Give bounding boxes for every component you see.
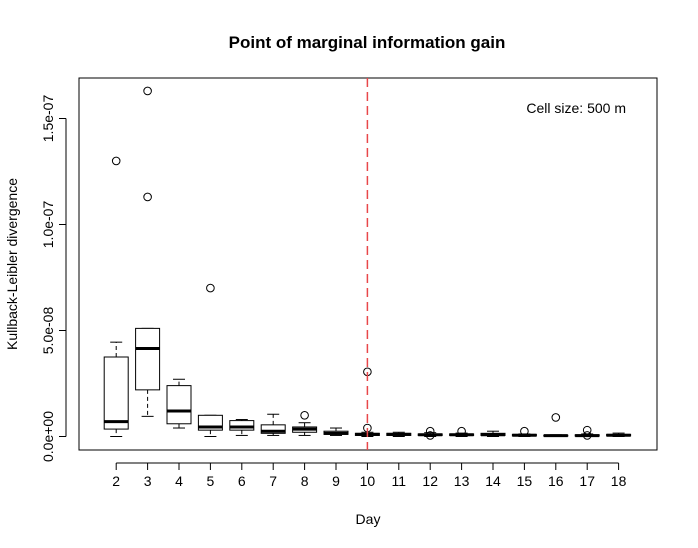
box-day-17 <box>574 425 600 440</box>
box-iqr <box>103 356 129 430</box>
x-tick-label: 2 <box>112 473 120 489</box>
outlier-point <box>300 411 309 420</box>
chart-title: Point of marginal information gain <box>229 33 506 52</box>
box-iqr <box>229 420 255 431</box>
y-tick-label: 5.0e-08 <box>40 307 56 355</box>
x-tick-label: 12 <box>422 473 438 489</box>
box-day-8 <box>292 411 318 436</box>
box-day-18 <box>606 432 632 437</box>
cell-size-annotation: Cell size: 500 m <box>526 100 626 116</box>
outlier-point <box>551 413 561 422</box>
box-day-14 <box>480 430 506 437</box>
outlier-point <box>457 426 466 436</box>
x-tick-label: 6 <box>238 473 246 489</box>
y-tick-label: 1.0e-07 <box>40 201 56 249</box>
x-tick-label: 3 <box>144 473 152 489</box>
x-tick-label: 5 <box>207 473 215 489</box>
box-day-3 <box>135 86 161 417</box>
x-tick-label: 4 <box>175 473 183 489</box>
x-tick-label: 8 <box>301 473 309 489</box>
box-day-5 <box>197 283 223 437</box>
outlier-point <box>582 425 592 435</box>
outlier-point <box>143 86 152 96</box>
x-tick-label: 13 <box>454 473 470 489</box>
box-iqr <box>135 327 161 391</box>
box-day-6 <box>229 419 255 436</box>
x-axis: 2 3 4 5 6 7 8 9 10 11 12 13 14 15 16 17 18 <box>112 462 627 489</box>
outlier-point <box>520 426 529 436</box>
box-day-16 <box>543 413 569 438</box>
box-day-15 <box>511 426 537 437</box>
x-tick-label: 18 <box>611 473 627 489</box>
box-iqr <box>260 424 286 434</box>
x-tick-label: 7 <box>269 473 277 489</box>
box-day-13 <box>449 426 475 437</box>
y-tick-label: 1.5e-07 <box>40 95 56 143</box>
x-tick-label: 9 <box>332 473 340 489</box>
x-tick-label: 17 <box>579 473 595 489</box>
box-day-7 <box>260 413 286 436</box>
box-day-12 <box>417 426 443 440</box>
x-tick-label: 11 <box>392 473 407 489</box>
y-axis-label: Kullback-Leibler divergence <box>4 178 20 350</box>
y-tick-label: 0.0e+00 <box>40 411 56 462</box>
x-tick-label: 15 <box>517 473 533 489</box>
box-iqr <box>166 385 192 425</box>
plot-area <box>103 78 632 450</box>
x-tick-label: 10 <box>360 473 376 489</box>
box-day-11 <box>386 431 412 437</box>
outlier-point <box>425 431 435 440</box>
outlier-point <box>111 156 121 166</box>
box-day-4 <box>166 378 192 429</box>
y-axis: 0.0e+00 5.0e-08 1.0e-07 1.5e-07 <box>40 95 67 462</box>
x-tick-label: 14 <box>485 473 501 489</box>
box-day-2 <box>103 156 129 437</box>
x-tick-label: 16 <box>548 473 564 489</box>
box-day-9 <box>323 427 349 436</box>
outlier-point <box>206 283 215 293</box>
outlier-point <box>582 431 592 440</box>
outlier-point <box>143 192 152 202</box>
outlier-point <box>425 426 435 436</box>
x-axis-label: Day <box>356 511 381 527</box>
